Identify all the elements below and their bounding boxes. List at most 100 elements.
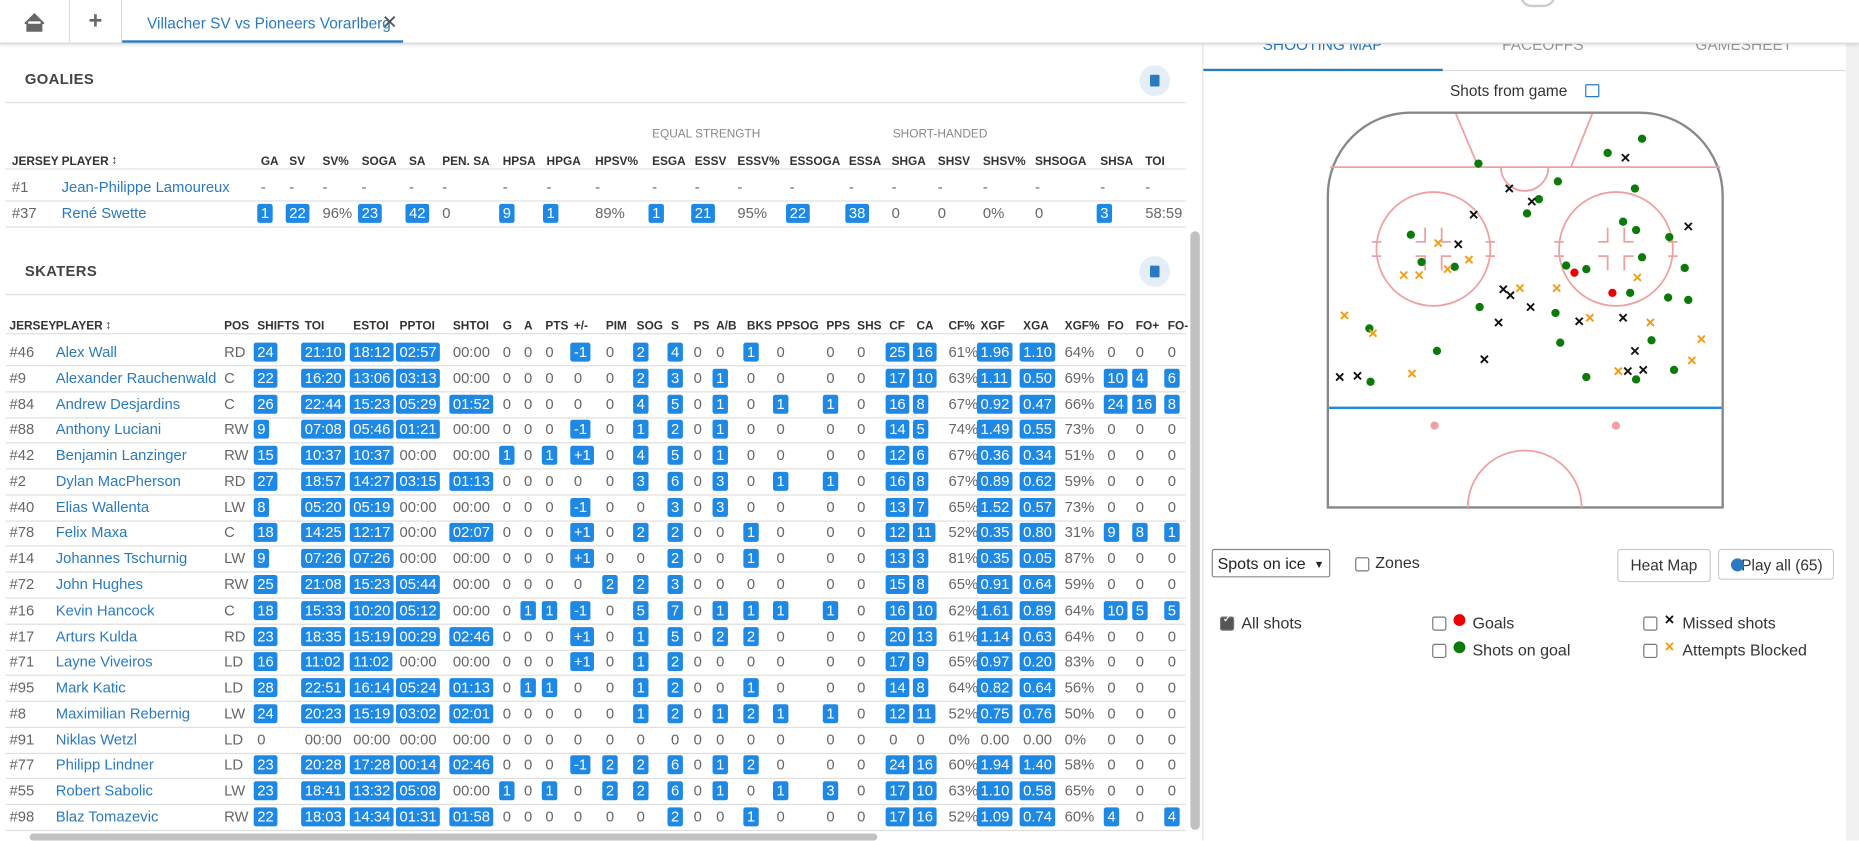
stat-badge[interactable]: 21:08 [301, 575, 346, 594]
stat-badge[interactable]: 0.76 [1019, 704, 1056, 724]
stat-badge[interactable]: 1 [743, 342, 759, 362]
export-button[interactable] [1139, 65, 1171, 97]
stat-badge[interactable]: 9 [1103, 523, 1120, 543]
stat-badge[interactable]: 2 [667, 652, 683, 672]
shot[interactable] [1687, 356, 1697, 365]
stat-badge[interactable]: 07:26 [301, 549, 346, 569]
shot[interactable] [1443, 264, 1452, 274]
stat-badge[interactable]: 2 [667, 704, 683, 724]
shot[interactable] [1464, 255, 1474, 264]
stat-badge[interactable]: 13 [912, 626, 937, 646]
stat-badge[interactable]: 2 [633, 575, 649, 594]
stat-badge[interactable]: 3 [822, 781, 839, 801]
stat-badge[interactable]: 17 [885, 368, 910, 388]
stat-badge[interactable]: 1 [520, 600, 536, 620]
shot[interactable] [1574, 317, 1584, 326]
stat-badge[interactable]: 12 [885, 445, 910, 465]
sort-icon[interactable]: ↕ [111, 154, 118, 168]
stat-badge[interactable]: 0.58 [1019, 781, 1056, 801]
stat-badge[interactable]: 17:28 [349, 755, 394, 775]
stat-badge[interactable]: 18 [253, 523, 278, 543]
player-name[interactable]: Benjamin Lanzinger [55, 447, 187, 464]
stat-badge[interactable]: 2 [633, 368, 649, 388]
stat-badge[interactable]: 07:08 [301, 420, 346, 440]
player-name[interactable]: John Hughes [55, 576, 144, 593]
scrollbar[interactable] [1190, 231, 1200, 830]
player-name[interactable]: Andrew Desjardins [55, 395, 181, 413]
stat-badge[interactable]: 02:07 [449, 523, 494, 543]
stat-badge[interactable]: 15 [885, 575, 910, 594]
stat-badge[interactable]: 1 [822, 394, 839, 414]
stat-badge[interactable]: 16 [912, 342, 937, 362]
stat-badge[interactable]: +1 [570, 445, 595, 465]
stat-badge[interactable]: 0.75 [976, 704, 1013, 724]
stat-badge[interactable]: 24 [1103, 394, 1128, 414]
stat-badge[interactable]: 1 [541, 781, 558, 801]
stat-badge[interactable]: 20:28 [301, 755, 346, 775]
stat-badge[interactable]: 10 [1103, 368, 1128, 388]
stat-badge[interactable]: 1 [712, 445, 728, 465]
stat-badge[interactable]: 0.80 [1019, 523, 1056, 543]
stat-badge[interactable]: 1 [257, 203, 273, 223]
shot[interactable] [1552, 283, 1561, 293]
stat-badge[interactable]: 0.62 [1019, 471, 1056, 491]
shot[interactable] [1633, 273, 1642, 282]
stat-badge[interactable]: 10:20 [349, 600, 394, 620]
stat-badge[interactable]: 1 [712, 394, 728, 414]
stat-badge[interactable]: 16 [253, 652, 278, 672]
stat-badge[interactable]: 02:46 [449, 755, 494, 775]
stat-badge[interactable]: 2 [602, 575, 618, 594]
stat-badge[interactable]: 3 [667, 575, 683, 594]
stat-badge[interactable]: 15 [253, 445, 278, 465]
stat-badge[interactable]: 01:13 [449, 471, 494, 491]
player-name[interactable]: Alexander Rauchenwald [55, 369, 217, 387]
shot[interactable] [1454, 240, 1463, 249]
stat-badge[interactable]: 6 [667, 755, 683, 775]
stat-badge[interactable]: 12:17 [349, 523, 394, 543]
stat-badge[interactable]: 14 [885, 420, 910, 440]
stat-badge[interactable]: 42 [405, 203, 430, 223]
stat-badge[interactable]: 16 [885, 471, 910, 491]
stat-badge[interactable]: 38 [845, 203, 869, 223]
shot[interactable] [1469, 210, 1478, 219]
stat-badge[interactable]: 18:41 [301, 781, 346, 801]
stat-badge[interactable]: 1 [541, 600, 558, 620]
stat-badge[interactable]: 1.14 [976, 626, 1013, 646]
stat-badge[interactable]: 18:35 [301, 626, 346, 646]
player-name[interactable]: Elias Wallenta [55, 498, 150, 516]
stat-badge[interactable]: 1 [541, 445, 558, 465]
stat-badge[interactable]: 25 [885, 342, 910, 362]
stat-badge[interactable]: 1 [743, 600, 759, 620]
stat-badge[interactable]: 13:32 [349, 781, 394, 801]
stat-badge[interactable]: 20 [885, 626, 910, 646]
checkbox[interactable] [1432, 643, 1447, 659]
stat-badge[interactable]: 15:33 [301, 600, 346, 620]
stat-badge[interactable]: 1 [543, 203, 559, 223]
stat-badge[interactable]: 22 [253, 807, 278, 827]
shot[interactable] [1623, 366, 1633, 376]
stat-badge[interactable]: 2 [633, 755, 649, 775]
game-tab[interactable]: Villacher SV vs Pioneers Vorarlberg ✕ [122, 0, 404, 43]
stat-badge[interactable]: 05:24 [395, 678, 441, 698]
stat-badge[interactable]: 2 [712, 626, 728, 646]
stat-badge[interactable]: 0.34 [1019, 445, 1056, 465]
stat-badge[interactable]: 3 [633, 471, 649, 491]
stat-badge[interactable]: 23 [358, 203, 382, 223]
stat-badge[interactable]: 2 [602, 755, 618, 775]
stat-badge[interactable]: 24 [253, 342, 278, 362]
checkbox[interactable]: ✓ [1219, 613, 1235, 631]
stat-badge[interactable]: 3 [712, 497, 728, 517]
stat-badge[interactable]: 12 [885, 704, 910, 724]
stat-badge[interactable]: 1.49 [976, 420, 1013, 440]
stat-badge[interactable]: 2 [667, 678, 683, 698]
stat-badge[interactable]: +1 [570, 626, 595, 646]
stat-badge[interactable]: 0.35 [976, 549, 1013, 569]
stat-badge[interactable]: 0.92 [976, 394, 1013, 414]
stat-badge[interactable]: 03:15 [395, 471, 441, 491]
shot[interactable] [1335, 372, 1344, 382]
checkbox[interactable] [1355, 557, 1370, 572]
stat-badge[interactable]: 1 [773, 471, 789, 491]
add-tab-button[interactable]: + [70, 0, 123, 43]
stat-badge[interactable]: 8 [912, 575, 929, 594]
stat-badge[interactable]: -1 [570, 420, 591, 440]
